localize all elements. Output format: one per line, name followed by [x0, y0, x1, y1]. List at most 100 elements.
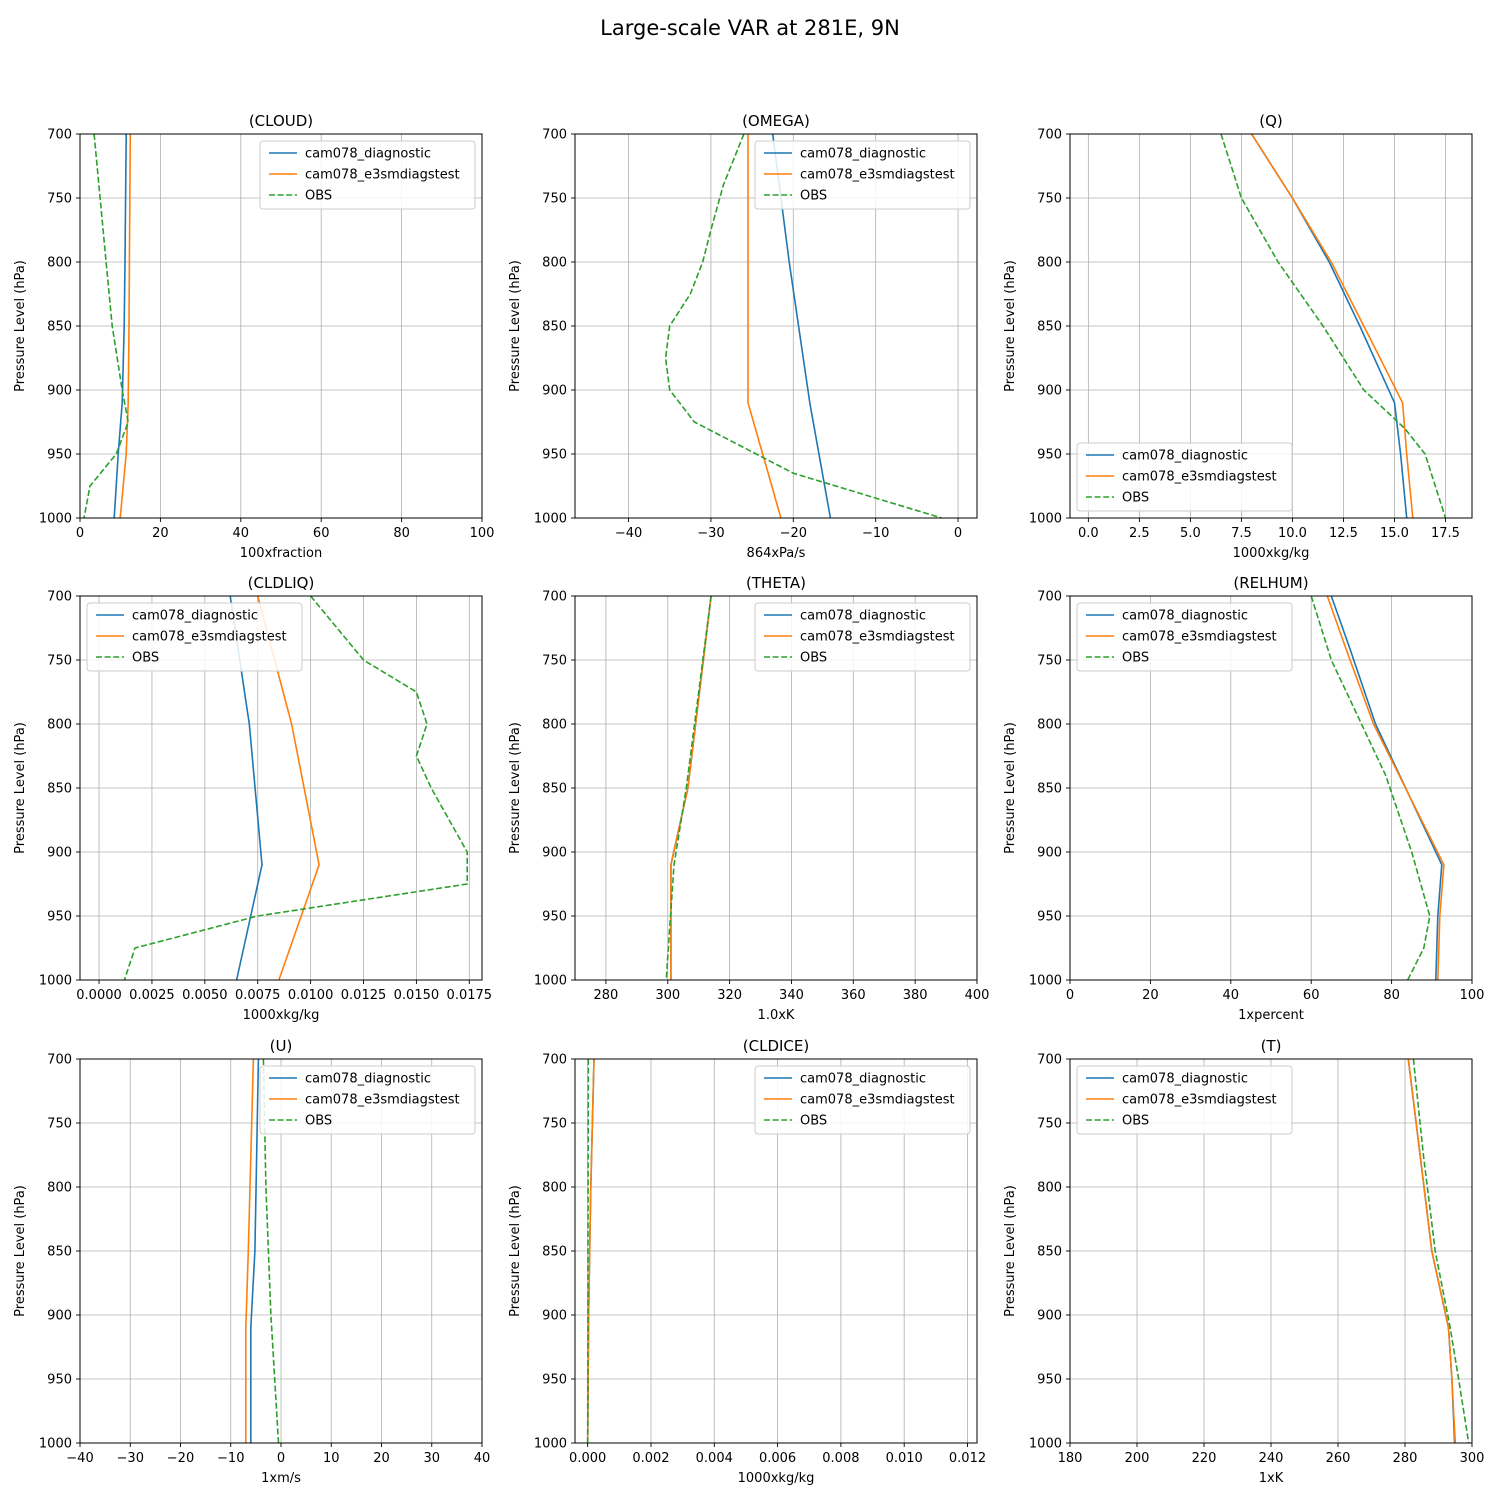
- chart-1-xtick-label-0: 0: [76, 526, 84, 541]
- chart-4-legend-label-3: OBS: [132, 651, 159, 666]
- chart-9-legend-label-1: cam078_diagnostic: [1122, 1072, 1248, 1087]
- chart-1-xtick-label-2: 40: [233, 526, 250, 541]
- chart-8-series-3-line: [586, 1058, 590, 1444]
- chart-5-ytick-label-1: 750: [542, 654, 567, 669]
- chart-4-ytick-label-0: 700: [47, 590, 72, 605]
- chart-3-xtick-label-7: 17.5: [1431, 526, 1460, 541]
- chart-4-xtick-label-5: 0.0125: [341, 988, 387, 1003]
- chart-4-ytick-label-5: 950: [47, 910, 72, 925]
- chart-9-ytick-label-5: 950: [1037, 1373, 1062, 1388]
- chart-4-xtick-label-2: 0.0050: [182, 988, 228, 1003]
- chart-2-xtick-label-1: −30: [697, 526, 724, 541]
- chart-5-xtick-label-6: 400: [965, 988, 990, 1003]
- chart-9-xtick-label-1: 200: [1125, 1451, 1150, 1466]
- chart-8-xtick-label-2: 0.004: [696, 1451, 733, 1466]
- chart-6-legend-label-1: cam078_diagnostic: [1122, 609, 1248, 624]
- chart-4-xtick-label-1: 0.0025: [129, 988, 175, 1003]
- chart-4-xtick-label-6: 0.0150: [394, 988, 440, 1003]
- chart-6-ylabel: Pressure Level (hPa): [1003, 722, 1018, 854]
- chart-7-legend-label-2: cam078_e3smdiagstest: [305, 1093, 460, 1108]
- chart-1-ytick-label-0: 700: [47, 128, 72, 143]
- chart-1-ytick-label-4: 900: [47, 384, 72, 399]
- chart-8-xtick-label-3: 0.006: [759, 1451, 796, 1466]
- chart-6-xtick-label-2: 40: [1223, 988, 1240, 1003]
- chart-1-ytick-label-5: 950: [47, 448, 72, 463]
- chart-8-ytick-label-1: 750: [542, 1117, 567, 1132]
- chart-5-xlabel: 1.0xK: [758, 1008, 795, 1023]
- chart-2-xlabel: 864xPa/s: [747, 546, 806, 561]
- chart-5-ylabel: Pressure Level (hPa): [508, 722, 523, 854]
- chart-8-legend-label-3: OBS: [800, 1114, 827, 1129]
- chart-3-ytick-label-1: 750: [1037, 192, 1062, 207]
- chart-7-xtick-label-3: −10: [217, 1451, 244, 1466]
- chart-8-ylabel: Pressure Level (hPa): [508, 1185, 523, 1317]
- chart-1-xtick-label-4: 80: [393, 526, 410, 541]
- chart-7-ytick-label-5: 950: [47, 1373, 72, 1388]
- chart-1-xlabel: 100xfraction: [240, 546, 322, 561]
- chart-9-xtick-label-2: 220: [1192, 1451, 1217, 1466]
- chart-3-xtick-label-4: 10.0: [1278, 526, 1307, 541]
- chart-1-xtick-label-5: 100: [470, 526, 495, 541]
- chart-9-ytick-label-4: 900: [1037, 1309, 1062, 1324]
- chart-9-series-3-line: [1412, 1058, 1470, 1444]
- chart-8-xtick-label-5: 0.010: [886, 1451, 923, 1466]
- chart-2-legend-label-1: cam078_diagnostic: [800, 147, 926, 162]
- chart-1-ytick-label-6: 1000: [39, 512, 72, 527]
- chart-1-series-2-line: [119, 133, 132, 519]
- chart-3-ytick-label-6: 1000: [1029, 512, 1062, 527]
- chart-6-xtick-label-1: 20: [1142, 988, 1159, 1003]
- chart-4-ytick-label-3: 850: [47, 782, 72, 797]
- chart-6-title: (RELHUM): [1233, 574, 1308, 592]
- chart-7-ytick-label-1: 750: [47, 1117, 72, 1132]
- chart-1-ytick-label-2: 800: [47, 256, 72, 271]
- chart-4-xtick-label-0: 0.0000: [76, 988, 122, 1003]
- chart-5-xtick-label-0: 280: [594, 988, 619, 1003]
- chart-2-ytick-label-3: 850: [542, 320, 567, 335]
- chart-2-ytick-label-6: 1000: [534, 512, 567, 527]
- chart-9-ytick-label-6: 1000: [1029, 1437, 1062, 1452]
- chart-4-series-3-line: [123, 595, 469, 981]
- chart-1-series-1-line: [113, 133, 127, 519]
- chart-9-ytick-label-3: 850: [1037, 1245, 1062, 1260]
- chart-5-xtick-label-4: 360: [841, 988, 866, 1003]
- chart-4-title: (CLDLIQ): [248, 574, 315, 592]
- chart-3-xtick-label-2: 5.0: [1180, 526, 1201, 541]
- chart-3-xtick-label-6: 15.0: [1380, 526, 1409, 541]
- chart-1-ylabel: Pressure Level (hPa): [13, 260, 28, 392]
- chart-1-legend-label-1: cam078_diagnostic: [305, 147, 431, 162]
- chart-6-xtick-label-0: 0: [1066, 988, 1074, 1003]
- chart-2-xtick-label-4: 0: [954, 526, 962, 541]
- chart-7-series-1-line: [250, 1058, 260, 1443]
- chart-2-ytick-label-5: 950: [542, 448, 567, 463]
- chart-9-xtick-label-4: 260: [1326, 1451, 1351, 1466]
- chart-6-legend-label-2: cam078_e3smdiagstest: [1122, 630, 1277, 645]
- chart-9-legend-box: [1076, 1065, 1293, 1135]
- chart-7-xtick-label-4: 0: [277, 1451, 285, 1466]
- chart-9-ylabel: Pressure Level (hPa): [1003, 1185, 1018, 1317]
- chart-8-ytick-label-6: 1000: [534, 1437, 567, 1452]
- chart-4-ylabel: Pressure Level (hPa): [13, 722, 28, 854]
- chart-3-series-2-line: [1250, 133, 1414, 519]
- chart-2-xtick-label-2: −20: [780, 526, 807, 541]
- chart-2-ytick-label-4: 900: [542, 384, 567, 399]
- chart-5-legend-label-3: OBS: [800, 651, 827, 666]
- chart-4-xtick-label-3: 0.0075: [235, 988, 281, 1003]
- chart-6-xtick-label-3: 60: [1303, 988, 1320, 1003]
- chart-4-xlabel: 1000xkg/kg: [243, 1008, 320, 1023]
- chart-6-series-2-line: [1326, 595, 1445, 981]
- chart-4-ytick-label-4: 900: [47, 846, 72, 861]
- chart-4-legend-label-1: cam078_diagnostic: [132, 609, 258, 624]
- chart-4-legend-box: [86, 602, 303, 672]
- chart-4-ytick-label-2: 800: [47, 718, 72, 733]
- chart-8-legend-box: [754, 1065, 971, 1135]
- chart-7-xtick-label-7: 30: [423, 1451, 440, 1466]
- chart-2-series-3-line: [664, 133, 942, 519]
- chart-3-legend-box: [1076, 442, 1293, 512]
- chart-7-series-2-line: [245, 1058, 255, 1443]
- chart-9-xlabel: 1xK: [1259, 1471, 1284, 1486]
- chart-5-xtick-label-5: 380: [903, 988, 928, 1003]
- chart-3-title: (Q): [1259, 112, 1283, 130]
- chart-7-ylabel: Pressure Level (hPa): [13, 1185, 28, 1317]
- chart-9-xtick-label-5: 280: [1393, 1451, 1418, 1466]
- chart-7-ytick-label-4: 900: [47, 1309, 72, 1324]
